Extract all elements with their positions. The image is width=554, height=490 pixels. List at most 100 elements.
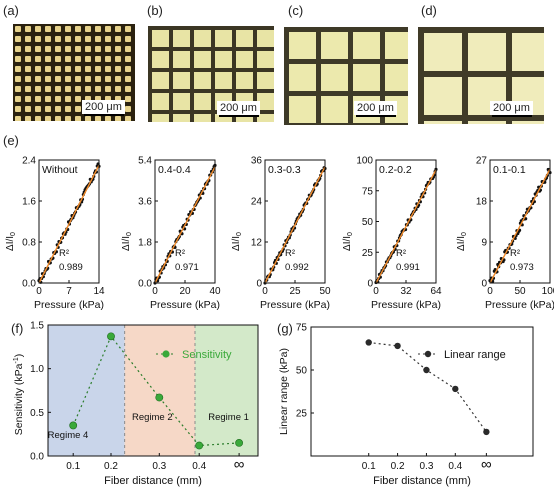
scale-label-b: 200 μm (217, 101, 260, 115)
g-y-tick-label: 75 (296, 323, 308, 334)
e2-y-axis-label: ΔI/I0 (121, 232, 133, 251)
f-region-label-2: Regime 2 (132, 412, 173, 423)
e3-x-tick-label: 0 (262, 286, 268, 297)
e4-x-tick-label: 0 (373, 286, 379, 297)
g-y-tick-label: 50 (296, 366, 308, 377)
f-x-tick-label: ∞ (234, 456, 245, 473)
e2-y-tick-label: 1.8 (138, 238, 152, 249)
g-x-axis-label: Fiber distance (mm) (373, 475, 471, 487)
scale-bar-b (219, 115, 259, 117)
e1-fit-line (38, 164, 100, 284)
e1-x-tick-label: 0 (36, 286, 42, 297)
e2-x-tick-label: 20 (179, 286, 191, 297)
e3-y-tick-label: 24 (251, 197, 263, 208)
e3-x-tick-label: 50 (319, 286, 331, 297)
g-data-point (423, 366, 430, 374)
g-legend-label: Linear range (444, 349, 506, 361)
f-x-axis-label: Fiber distance (mm) (104, 475, 202, 487)
e5-y-tick-label: 0 (481, 279, 487, 290)
f-data-point (195, 441, 204, 450)
panel-g-chart: Linear range 25 50 75 0.1 0.2 0.3 0.4 ∞ Fiber dis… (278, 323, 534, 487)
f-x-tick-label: 0.3 (152, 461, 166, 472)
f-axes-frame (47, 324, 259, 457)
e5-fit-line (489, 168, 551, 284)
e4-x-tick-label: 32 (400, 286, 412, 297)
f-data-point (235, 439, 243, 447)
e2-y-tick-label: 0.0 (138, 279, 152, 290)
e4-y-tick-label: 100 (356, 156, 373, 167)
scale-bar-a (84, 114, 124, 116)
g-data-point (452, 385, 459, 393)
g-y-tick-label: 25 (296, 409, 308, 420)
f-y-tick-label: 1.5 (30, 321, 44, 332)
e5-y-tick-label: 9 (481, 238, 487, 249)
e4-y-axis-label: ΔI/I0 (342, 232, 354, 251)
e3-y-tick-label: 12 (251, 238, 263, 249)
f-region-3 (195, 325, 258, 456)
f-legend-label: Sensitivity (182, 349, 232, 361)
f-y-tick-label: 1.0 (30, 364, 44, 375)
e4-y-tick-label: 25 (362, 248, 374, 259)
panel-label-a: (a) (3, 3, 19, 18)
e5-r2-label: R² (510, 248, 520, 259)
panel-label-g: (g) (277, 321, 293, 336)
f-y-axis-label: Sensitivity (kPa-1) (13, 354, 25, 436)
e4-y-tick-label: 75 (362, 186, 374, 197)
e5-y-axis-label: ΔI/I0 (456, 232, 468, 251)
e4-x-axis-label: Pressure (kPa) (371, 299, 441, 311)
e4-r2-value: 0.991 (396, 262, 420, 273)
panel-label-c: (c) (288, 3, 304, 18)
e2-fit-line (154, 166, 216, 284)
g-legend-marker (424, 350, 432, 358)
e2-x-tick-label: 40 (209, 286, 221, 297)
e5-x-axis-label: Pressure (kPa) (485, 299, 554, 311)
f-data-point (69, 421, 78, 430)
e3-fit-line (264, 166, 326, 284)
f-x-tick-label: 0.4 (192, 461, 206, 472)
panel-e-charts: 0.0 0.8 1.6 2.4 0 7 14 Without R² 0.989 ΔI/I0 Press… (5, 156, 554, 312)
e2-y-tick-label: 5.4 (138, 156, 152, 167)
f-region-1 (48, 325, 125, 456)
g-x-tick-label: 0.2 (391, 461, 405, 472)
e2-r2-label: R² (175, 248, 185, 259)
g-x-tick-label: 0.1 (362, 461, 376, 472)
e4-y-tick-label: 0 (367, 279, 373, 290)
g-data-point (394, 342, 401, 350)
panel-f-chart: Sensitivity Regime 4 Regime 2 Regime 1 0.0 0.… (13, 321, 259, 487)
e2-x-axis-label: Pressure (kPa) (150, 299, 220, 311)
e3-x-axis-label: Pressure (kPa) (260, 299, 330, 311)
scale-bar-c (356, 115, 396, 117)
scale-label-d: 200 μm (490, 101, 533, 115)
e5-y-tick-label: 18 (476, 197, 488, 208)
scale-label-a: 200 μm (82, 100, 125, 114)
e5-r2-value: 0.973 (510, 262, 534, 273)
g-x-tick-label: ∞ (481, 456, 492, 473)
g-y-axis-label: Linear range (kPa) (278, 348, 290, 435)
e3-y-axis-label: ΔI/I0 (231, 232, 243, 251)
e1-y-axis-label: ΔI/I0 (5, 232, 17, 251)
scale-bar-d (492, 115, 532, 117)
e3-x-tick-label: 25 (289, 286, 301, 297)
f-data-point (107, 332, 115, 341)
f-region-label-1: Regime 4 (48, 430, 89, 441)
f-series-line (72, 335, 240, 447)
e3-title: 0.3-0.3 (268, 164, 301, 176)
f-x-tick-label: 0.1 (66, 461, 80, 472)
e1-x-tick-label: 7 (66, 286, 72, 297)
e1-r2-value: 0.989 (59, 262, 83, 273)
e3-r2-label: R² (285, 248, 295, 259)
g-x-tick-label: 0.3 (419, 461, 433, 472)
e3-y-tick-label: 0 (256, 279, 262, 290)
e2-r2-value: 0.971 (175, 262, 199, 273)
e5-x-tick-label: 50 (514, 286, 526, 297)
panel-label-d: (d) (421, 3, 437, 18)
e1-r2-label: R² (59, 248, 69, 259)
e5-title: 0.1-0.1 (493, 164, 526, 176)
e1-y-tick-label: 0.8 (22, 238, 36, 249)
e3-r2-value: 0.992 (285, 262, 309, 273)
e1-x-tick-label: 14 (93, 286, 105, 297)
f-region-2 (124, 325, 195, 456)
panel-label-b: (b) (147, 3, 163, 18)
e1-title: Without (42, 164, 78, 176)
e2-y-tick-label: 3.6 (138, 197, 152, 208)
